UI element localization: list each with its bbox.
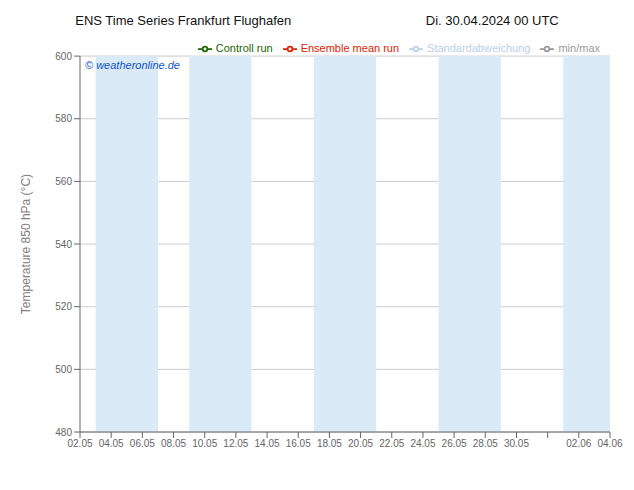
svg-text:04.06: 04.06	[597, 438, 622, 449]
html-text:min/max: min/max	[558, 42, 600, 54]
svg-text:520: 520	[55, 301, 72, 312]
svg-text:© weatheronline.de: © weatheronline.de	[85, 59, 180, 71]
svg-text:02.05: 02.05	[67, 438, 92, 449]
svg-text:12.05: 12.05	[223, 438, 248, 449]
svg-text:480: 480	[55, 427, 72, 438]
svg-text:04.05: 04.05	[99, 438, 124, 449]
svg-text:30.05: 30.05	[504, 438, 529, 449]
html-text:Di. 30.04.2024 00 UTC: Di. 30.04.2024 00 UTC	[425, 12, 559, 28]
svg-text:22.05: 22.05	[379, 438, 404, 449]
svg-text:18.05: 18.05	[317, 438, 342, 449]
svg-text:600: 600	[55, 51, 72, 62]
svg-text:20.05: 20.05	[348, 438, 373, 449]
svg-text:28.05: 28.05	[473, 438, 498, 449]
html-text:Ensemble mean run: Ensemble mean run	[300, 42, 400, 54]
html-text:Controll run: Controll run	[215, 42, 273, 54]
svg-text:10.05: 10.05	[192, 438, 217, 449]
html-text:ENS Time Series Frankfurt Flug: ENS Time Series Frankfurt Flughafen	[75, 12, 292, 28]
svg-text:580: 580	[55, 113, 72, 124]
svg-text:500: 500	[55, 364, 72, 375]
svg-text:540: 540	[55, 239, 72, 250]
svg-text:560: 560	[55, 176, 72, 187]
svg-text:Temperature 850 hPa (°C): Temperature 850 hPa (°C)	[19, 174, 33, 314]
html-text:Standardabweichung: Standardabweichung	[427, 42, 531, 54]
svg-text:14.05: 14.05	[255, 438, 280, 449]
svg-text:16.05: 16.05	[286, 438, 311, 449]
svg-text:02.06: 02.06	[566, 438, 591, 449]
svg-text:26.05: 26.05	[442, 438, 467, 449]
svg-text:24.05: 24.05	[410, 438, 435, 449]
svg-text:08.05: 08.05	[161, 438, 186, 449]
svg-text:06.05: 06.05	[130, 438, 155, 449]
